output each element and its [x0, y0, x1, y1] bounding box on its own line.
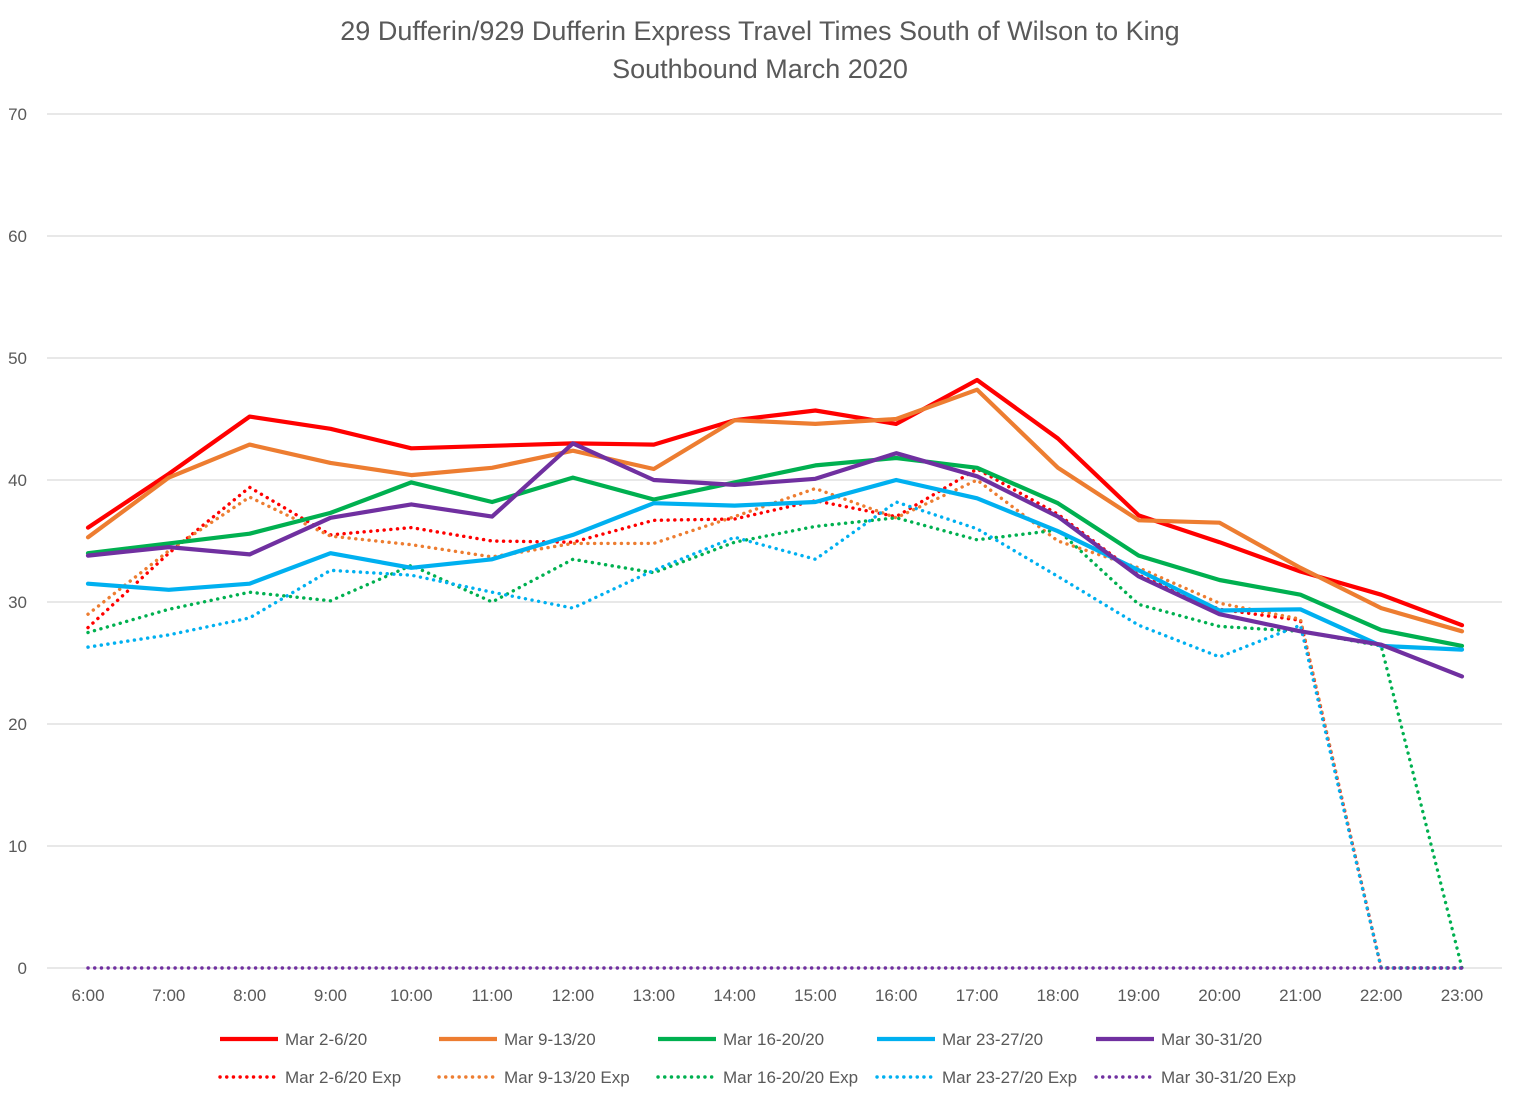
x-tick-label: 14:00 — [713, 986, 756, 1005]
legend-label: Mar 16-20/20 Exp — [723, 1068, 858, 1087]
y-tick-label: 40 — [8, 471, 27, 490]
x-tick-label: 10:00 — [390, 986, 433, 1005]
x-tick-label: 9:00 — [314, 986, 347, 1005]
legend-item-mar-30-31-20-exp: Mar 30-31/20 Exp — [1094, 1068, 1296, 1087]
y-tick-label: 30 — [8, 593, 27, 612]
y-tick-label: 50 — [8, 349, 27, 368]
series-line-mar-23-27-20-exp — [86, 500, 1464, 970]
y-tick-label: 60 — [8, 227, 27, 246]
legend-item-mar-16-20-20-exp: Mar 16-20/20 Exp — [656, 1068, 858, 1087]
legend-item-mar-9-13-20: Mar 9-13/20 — [439, 1030, 596, 1049]
legend-label: Mar 9-13/20 Exp — [504, 1068, 630, 1087]
x-tick-label: 18:00 — [1037, 986, 1080, 1005]
x-tick-label: 23:00 — [1441, 986, 1484, 1005]
y-tick-label: 20 — [8, 715, 27, 734]
series-lines — [85, 377, 1465, 970]
x-tick-label: 11:00 — [471, 986, 512, 1005]
y-tick-label: 0 — [18, 959, 27, 978]
chart-title: 29 Dufferin/929 Dufferin Express Travel … — [340, 16, 1179, 46]
legend-label: Mar 30-31/20 — [1161, 1030, 1262, 1049]
legend-item-mar-30-31-20: Mar 30-31/20 — [1096, 1030, 1262, 1049]
x-tick-label: 7:00 — [152, 986, 185, 1005]
legend-item-mar-9-13-20-exp: Mar 9-13/20 Exp — [437, 1068, 630, 1087]
legend-label: Mar 9-13/20 — [504, 1030, 596, 1049]
y-axis-tick-labels: 0 10 20 30 40 50 60 70 — [8, 105, 27, 978]
x-tick-label: 16:00 — [875, 986, 918, 1005]
x-tick-label: 19:00 — [1117, 986, 1160, 1005]
legend-item-mar-23-27-20-exp: Mar 23-27/20 Exp — [875, 1068, 1077, 1087]
series-line-mar-2-6-20 — [85, 377, 1465, 628]
series-line-mar-2-6-20-exp — [86, 467, 1464, 970]
x-tick-label: 8:00 — [233, 986, 266, 1005]
series-line-mar-9-13-20 — [85, 387, 1465, 634]
legend-item-mar-23-27-20: Mar 23-27/20 — [877, 1030, 1043, 1049]
x-tick-label: 15:00 — [794, 986, 837, 1005]
series-line-mar-30-31-20 — [85, 441, 1465, 679]
x-axis-tick-labels: 6:00 7:00 8:00 9:00 10:00 11:00 12:00 13:00 14:0… — [71, 986, 1483, 1005]
legend: Mar 2-6/20 Mar 9-13/20 Mar 16-20/20 Mar 23-… — [218, 1030, 1296, 1087]
series-line-mar-16-20-20-exp — [86, 516, 1464, 970]
x-tick-label: 13:00 — [632, 986, 675, 1005]
y-tick-label: 70 — [8, 105, 27, 124]
x-tick-label: 6:00 — [71, 986, 104, 1005]
legend-label: Mar 23-27/20 — [942, 1030, 1043, 1049]
x-tick-label: 22:00 — [1360, 986, 1403, 1005]
legend-item-mar-2-6-20-exp: Mar 2-6/20 Exp — [218, 1068, 401, 1087]
legend-label: Mar 30-31/20 Exp — [1161, 1068, 1296, 1087]
y-tick-label: 10 — [8, 837, 27, 856]
legend-label: Mar 2-6/20 — [285, 1030, 367, 1049]
x-tick-label: 20:00 — [1198, 986, 1241, 1005]
series-line-mar-16-20-20 — [85, 455, 1465, 649]
legend-item-mar-2-6-20: Mar 2-6/20 — [220, 1030, 367, 1049]
legend-label: Mar 16-20/20 — [723, 1030, 824, 1049]
series-line-mar-23-27-20 — [85, 477, 1465, 652]
x-tick-label: 17:00 — [956, 986, 999, 1005]
x-tick-label: 21:00 — [1279, 986, 1322, 1005]
legend-item-mar-16-20-20: Mar 16-20/20 — [658, 1030, 824, 1049]
x-tick-label: 12:00 — [552, 986, 595, 1005]
legend-label: Mar 23-27/20 Exp — [942, 1068, 1077, 1087]
legend-label: Mar 2-6/20 Exp — [285, 1068, 401, 1087]
gridlines — [47, 113, 1502, 969]
chart-subtitle: Southbound March 2020 — [612, 54, 908, 84]
